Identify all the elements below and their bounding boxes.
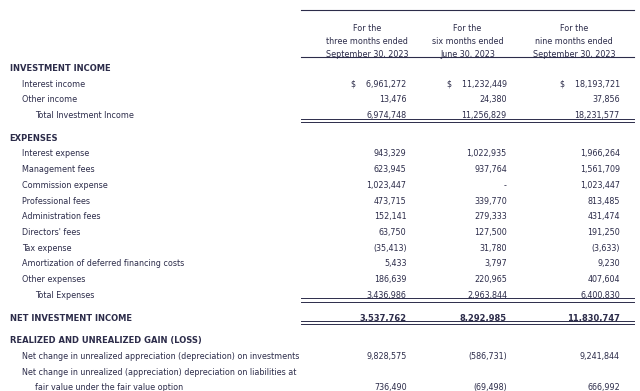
Text: 220,965: 220,965 (474, 275, 507, 284)
Text: 8,292,985: 8,292,985 (460, 314, 507, 323)
Text: Interest income: Interest income (22, 80, 85, 89)
Text: (3,633): (3,633) (591, 244, 620, 253)
Text: 5,433: 5,433 (384, 260, 406, 269)
Text: 31,780: 31,780 (479, 244, 507, 253)
Text: September 30, 2023: September 30, 2023 (326, 50, 408, 59)
Text: Management fees: Management fees (22, 165, 95, 174)
Text: Other expenses: Other expenses (22, 275, 86, 284)
Text: 3,436,986: 3,436,986 (367, 291, 406, 300)
Text: six months ended: six months ended (431, 37, 503, 46)
Text: 1,022,935: 1,022,935 (467, 149, 507, 158)
Text: 191,250: 191,250 (587, 228, 620, 237)
Text: REALIZED AND UNREALIZED GAIN (LOSS): REALIZED AND UNREALIZED GAIN (LOSS) (10, 336, 202, 345)
Text: 9,828,575: 9,828,575 (366, 352, 406, 361)
Text: 736,490: 736,490 (374, 383, 406, 391)
Text: 1,966,264: 1,966,264 (580, 149, 620, 158)
Text: 37,856: 37,856 (592, 95, 620, 104)
Text: 186,639: 186,639 (374, 275, 406, 284)
Text: For the: For the (453, 24, 481, 33)
Text: September 30, 2023: September 30, 2023 (532, 50, 615, 59)
Text: Other income: Other income (22, 95, 77, 104)
Text: For the: For the (560, 24, 588, 33)
Text: 943,329: 943,329 (374, 149, 406, 158)
Text: 9,230: 9,230 (597, 260, 620, 269)
Text: Amortization of deferred financing costs: Amortization of deferred financing costs (22, 260, 184, 269)
Text: 24,380: 24,380 (479, 95, 507, 104)
Text: Directors' fees: Directors' fees (22, 228, 81, 237)
Text: Interest expense: Interest expense (22, 149, 90, 158)
Text: 1,023,447: 1,023,447 (367, 181, 406, 190)
Text: three months ended: three months ended (326, 37, 408, 46)
Text: 473,715: 473,715 (374, 197, 406, 206)
Text: 13,476: 13,476 (379, 95, 406, 104)
Text: INVESTMENT INCOME: INVESTMENT INCOME (10, 64, 110, 73)
Text: Total Expenses: Total Expenses (35, 291, 94, 300)
Text: 666,992: 666,992 (587, 383, 620, 391)
Text: 407,604: 407,604 (588, 275, 620, 284)
Text: June 30, 2023: June 30, 2023 (440, 50, 495, 59)
Text: For the: For the (353, 24, 381, 33)
Text: 3,797: 3,797 (484, 260, 507, 269)
Text: $    18,193,721: $ 18,193,721 (559, 80, 620, 89)
Text: 2,963,844: 2,963,844 (467, 291, 507, 300)
Text: EXPENSES: EXPENSES (10, 134, 58, 143)
Text: 11,256,829: 11,256,829 (461, 111, 507, 120)
Text: 18,231,577: 18,231,577 (575, 111, 620, 120)
Text: Net change in unrealized (appreciation) depreciation on liabilities at: Net change in unrealized (appreciation) … (22, 368, 296, 377)
Text: Professional fees: Professional fees (22, 197, 90, 206)
Text: 152,141: 152,141 (374, 212, 406, 221)
Text: Administration fees: Administration fees (22, 212, 100, 221)
Text: fair value under the fair value option: fair value under the fair value option (35, 383, 183, 391)
Text: 9,241,844: 9,241,844 (580, 352, 620, 361)
Text: nine months ended: nine months ended (535, 37, 613, 46)
Text: 1,023,447: 1,023,447 (580, 181, 620, 190)
Text: 813,485: 813,485 (588, 197, 620, 206)
Text: $    11,232,449: $ 11,232,449 (447, 80, 507, 89)
Text: Net change in unrealized appreciation (depreciation) on investments: Net change in unrealized appreciation (d… (22, 352, 300, 361)
Text: (35,413): (35,413) (373, 244, 406, 253)
Text: Tax expense: Tax expense (22, 244, 72, 253)
Text: 937,764: 937,764 (474, 165, 507, 174)
Text: 6,974,748: 6,974,748 (367, 111, 406, 120)
Text: 6,400,830: 6,400,830 (580, 291, 620, 300)
Text: 63,750: 63,750 (379, 228, 406, 237)
Text: 431,474: 431,474 (588, 212, 620, 221)
Text: 3,537,762: 3,537,762 (360, 314, 406, 323)
Text: -: - (504, 181, 507, 190)
Text: 623,945: 623,945 (374, 165, 406, 174)
Text: Commission expense: Commission expense (22, 181, 108, 190)
Text: 11,830,747: 11,830,747 (567, 314, 620, 323)
Text: 339,770: 339,770 (474, 197, 507, 206)
Text: $    6,961,272: $ 6,961,272 (351, 80, 406, 89)
Text: 1,561,709: 1,561,709 (580, 165, 620, 174)
Text: Total Investment Income: Total Investment Income (35, 111, 134, 120)
Text: 279,333: 279,333 (474, 212, 507, 221)
Text: 127,500: 127,500 (474, 228, 507, 237)
Text: (69,498): (69,498) (473, 383, 507, 391)
Text: NET INVESTMENT INCOME: NET INVESTMENT INCOME (10, 314, 132, 323)
Text: (586,731): (586,731) (468, 352, 507, 361)
